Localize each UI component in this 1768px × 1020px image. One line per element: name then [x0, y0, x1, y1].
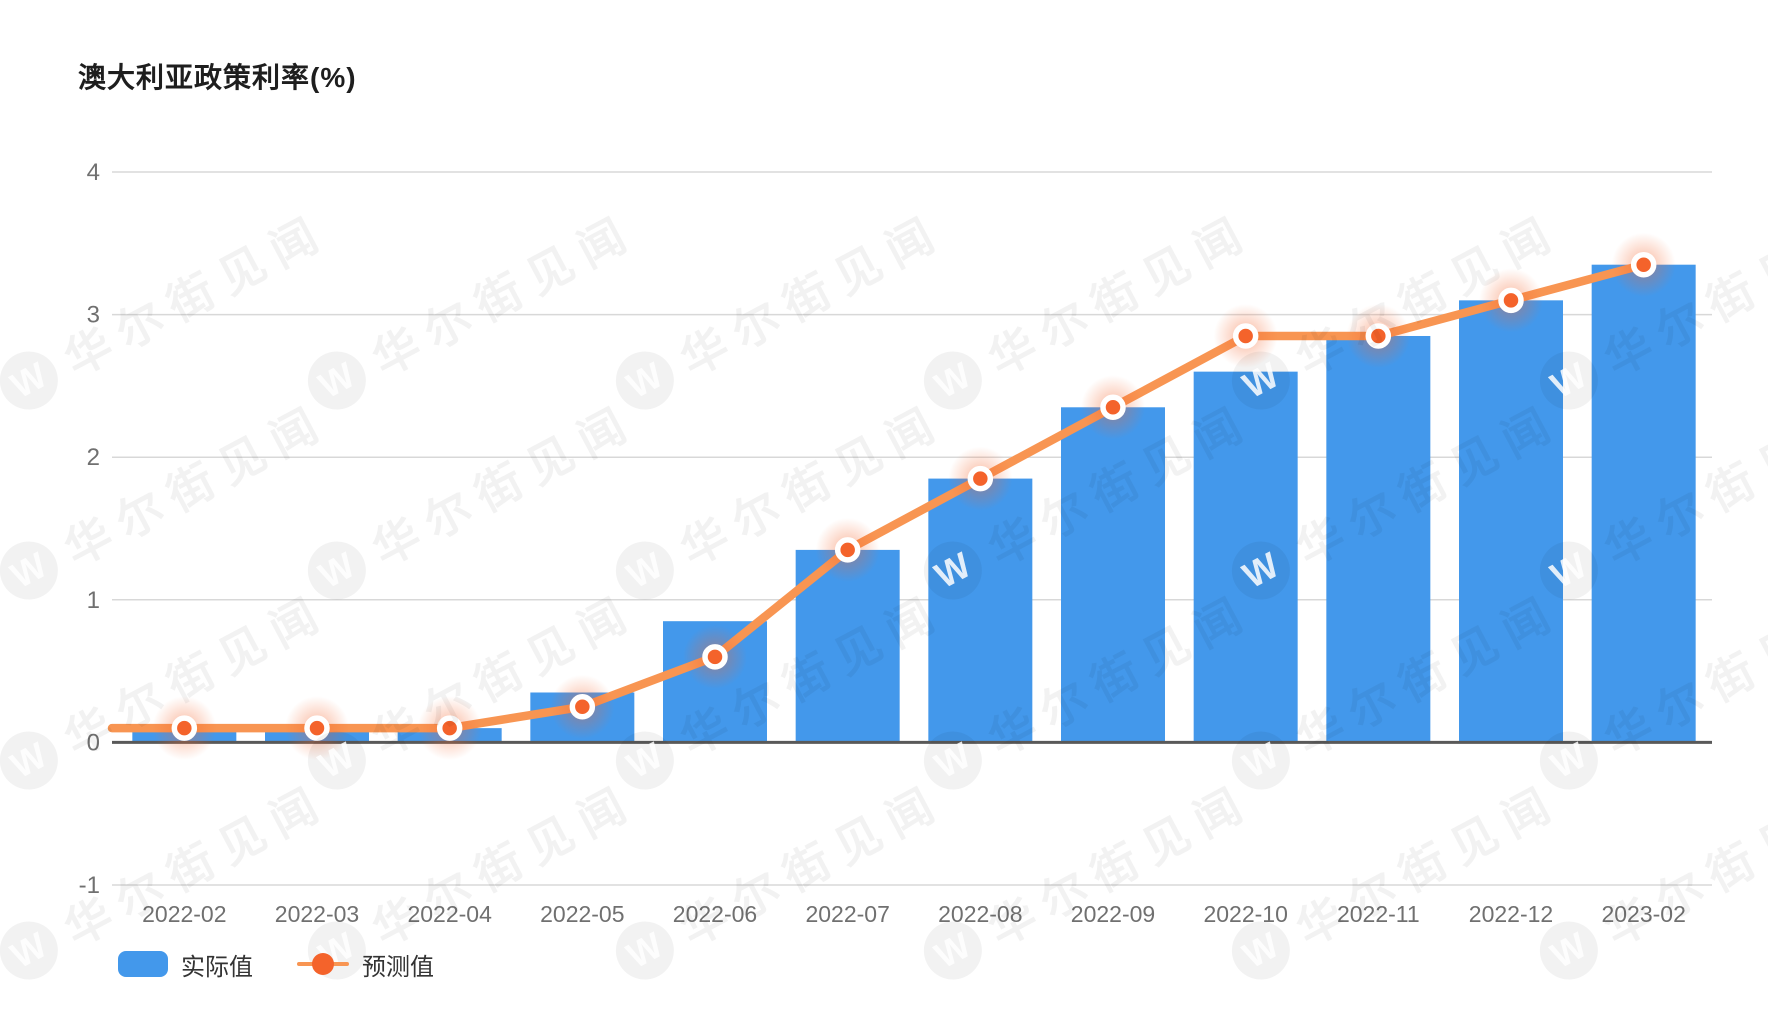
chart-title: 澳大利亚政策利率(%)	[78, 62, 357, 93]
x-axis-label: 2022-08	[938, 901, 1022, 927]
marker-2022-10[interactable]	[1232, 323, 1259, 349]
legend-item-forecast[interactable]: 预测值	[297, 947, 434, 982]
x-axis-label: 2022-09	[1071, 901, 1155, 927]
x-axis-label: 2022-07	[805, 901, 889, 927]
x-axis-label: 2022-11	[1337, 901, 1420, 927]
marker-2022-03[interactable]	[304, 715, 330, 741]
legend-forecast-label: 预测值	[362, 953, 434, 981]
x-axis-label: 2022-02	[142, 901, 226, 927]
bar-2022-11[interactable]	[1326, 335, 1431, 743]
y-axis-label: 0	[87, 729, 100, 756]
y-axis-label: 3	[87, 302, 100, 329]
marker-2022-09[interactable]	[1100, 394, 1126, 421]
bar-2022-12[interactable]	[1459, 300, 1563, 743]
x-axis-label: 2022-12	[1469, 901, 1553, 927]
legend-actual-label: 实际值	[181, 953, 253, 981]
x-axis-label: 2022-05	[540, 901, 624, 927]
y-axis-label: 1	[87, 587, 100, 614]
x-axis-label: 2022-10	[1203, 901, 1287, 927]
marker-2023-02[interactable]	[1630, 251, 1657, 278]
legend-item-actual[interactable]: 实际值	[118, 947, 253, 982]
legend: 实际值 预测值	[118, 947, 434, 982]
x-axis-label: 2022-04	[407, 901, 492, 927]
marker-2022-02[interactable]	[171, 715, 198, 741]
legend-line-dot-icon	[312, 953, 334, 975]
x-axis-label: 2022-03	[275, 901, 359, 927]
y-axis-label: 4	[87, 159, 100, 186]
bar-2022-09[interactable]	[1061, 407, 1165, 743]
marker-2022-11[interactable]	[1365, 323, 1392, 349]
bar-2022-08[interactable]	[928, 478, 1033, 743]
legend-line-swatch	[297, 953, 349, 975]
marker-2022-05[interactable]	[569, 694, 596, 720]
bar-2022-10[interactable]	[1193, 371, 1298, 743]
marker-2022-06[interactable]	[702, 644, 728, 670]
x-axis-label: 2022-06	[673, 901, 757, 927]
marker-2022-12[interactable]	[1498, 287, 1524, 314]
y-axis-label: 2	[87, 444, 100, 471]
bar-2023-02[interactable]	[1591, 264, 1696, 743]
marker-2022-07[interactable]	[834, 537, 861, 563]
x-axis-label: 2023-02	[1601, 901, 1685, 927]
marker-2022-08[interactable]	[967, 465, 994, 492]
legend-bar-swatch	[118, 951, 168, 977]
y-axis-label: -1	[79, 872, 100, 899]
marker-2022-04[interactable]	[436, 715, 463, 741]
